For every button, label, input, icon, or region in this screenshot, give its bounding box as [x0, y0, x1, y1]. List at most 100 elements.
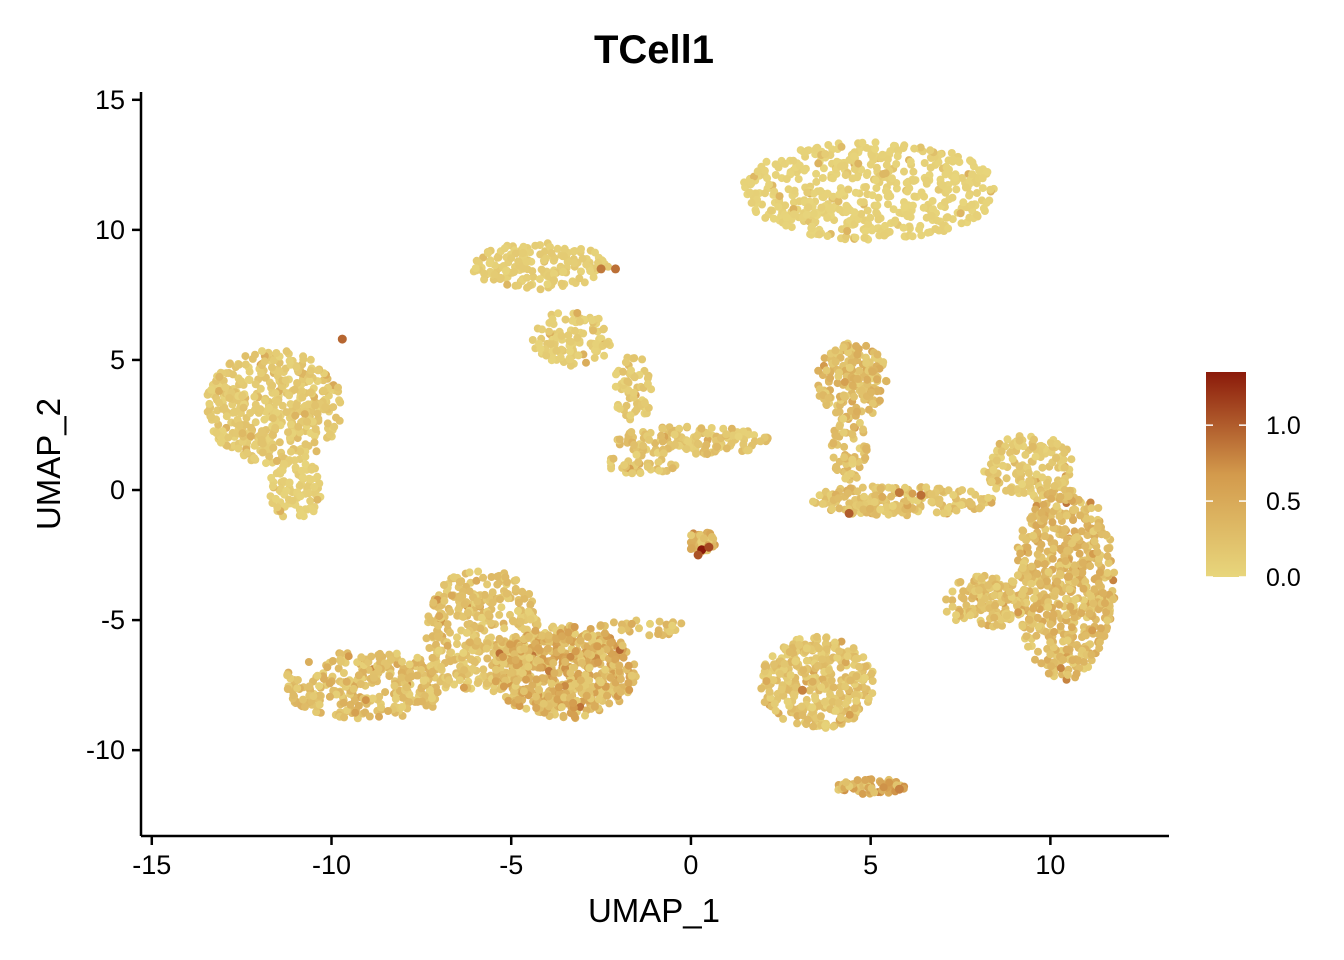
- cell-point: [807, 222, 816, 231]
- cell-point: [766, 693, 775, 702]
- cell-point: [961, 183, 970, 192]
- cell-point: [392, 649, 401, 658]
- cell-point: [506, 640, 515, 649]
- cell-point: [888, 502, 897, 510]
- cell-point: [1031, 452, 1040, 461]
- cell-point: [526, 248, 534, 257]
- cell-point: [763, 174, 772, 183]
- cell-point: [500, 244, 509, 253]
- cell-point: [1081, 542, 1090, 551]
- y-tick-label: 0: [110, 475, 125, 505]
- cell-point: [428, 694, 436, 703]
- cell-point: [594, 658, 602, 667]
- cell-point: [215, 372, 224, 381]
- cell-point: [832, 462, 841, 471]
- cell-point: [797, 702, 806, 711]
- cell-point: [440, 596, 449, 605]
- cell-point: [566, 652, 575, 661]
- cell-point: [887, 492, 896, 501]
- cell-point: [857, 210, 866, 218]
- cell-point: [546, 340, 555, 349]
- cell-point: [899, 223, 908, 232]
- cell-point: [858, 138, 867, 147]
- cell-point: [883, 155, 892, 164]
- cell-point: [272, 349, 281, 357]
- cell-point: [707, 424, 716, 432]
- cell-point: [1029, 531, 1038, 540]
- cell-point: [885, 778, 894, 787]
- cell-point: [1088, 626, 1097, 635]
- cell-point: [532, 692, 540, 701]
- cell-point: [827, 676, 836, 685]
- y-tick-label: 10: [95, 215, 125, 245]
- cell-point: [301, 452, 310, 461]
- cell-point: [658, 424, 667, 433]
- cell-point: [328, 657, 337, 665]
- y-tick-label: 15: [95, 85, 125, 115]
- cell-point: [288, 496, 297, 505]
- cell-point: [1093, 522, 1102, 531]
- cell-point: [1102, 608, 1111, 616]
- cell-point: [499, 652, 508, 661]
- cell-point: [843, 652, 852, 661]
- cell-point: [878, 492, 887, 501]
- cell-point: [465, 638, 474, 647]
- cell-point: [470, 658, 479, 667]
- cell-point: [919, 203, 928, 212]
- cell-point: [786, 671, 795, 679]
- cell-point: [535, 275, 544, 284]
- cell-point: [790, 690, 799, 698]
- cell-point: [311, 425, 320, 433]
- cell-point: [816, 712, 825, 721]
- cell-point: [537, 265, 546, 274]
- cell-point: [835, 407, 844, 416]
- cell-point: [248, 354, 257, 363]
- cell-point: [560, 682, 569, 690]
- cell-point: [840, 453, 849, 462]
- cell-point: [315, 700, 324, 709]
- cell-point: [977, 619, 986, 628]
- cell-point: [777, 685, 786, 694]
- cell-point: [867, 669, 876, 678]
- cell-point: [862, 341, 871, 350]
- cell-point: [1094, 554, 1103, 563]
- cell-point: [600, 629, 609, 638]
- cell-point: [845, 710, 854, 719]
- high-expression-point: [704, 542, 714, 552]
- cell-point: [428, 653, 437, 662]
- cell-point: [765, 687, 774, 696]
- cell-point: [848, 381, 857, 390]
- cell-point: [835, 689, 844, 698]
- cell-point: [506, 668, 515, 677]
- cell-point: [975, 166, 984, 175]
- cell-point: [966, 611, 975, 620]
- cell-point: [862, 359, 871, 368]
- cell-point: [542, 351, 551, 360]
- cell-point: [906, 157, 915, 166]
- cell-point: [959, 587, 968, 596]
- cell-point: [615, 661, 624, 670]
- cell-point: [620, 461, 629, 470]
- cell-point: [835, 504, 844, 513]
- cell-point: [634, 458, 643, 466]
- cell-point: [1003, 435, 1012, 444]
- cell-point: [779, 714, 788, 723]
- cell-point: [547, 249, 556, 258]
- y-tick-label: -5: [101, 605, 125, 635]
- cell-point: [594, 695, 603, 704]
- cell-point: [871, 138, 880, 147]
- cell-point: [1087, 593, 1096, 601]
- cell-point: [639, 441, 648, 450]
- cell-point: [855, 418, 864, 427]
- cell-point: [514, 695, 523, 704]
- cell-point: [1033, 550, 1042, 559]
- cell-point: [1062, 511, 1071, 520]
- cell-point: [533, 656, 542, 665]
- cell-point: [332, 690, 341, 699]
- cell-point: [485, 259, 494, 268]
- cell-point: [811, 695, 820, 704]
- cell-point: [1032, 631, 1041, 640]
- cell-point: [298, 393, 307, 402]
- high-expression-point: [337, 334, 347, 344]
- cell-point: [487, 633, 495, 642]
